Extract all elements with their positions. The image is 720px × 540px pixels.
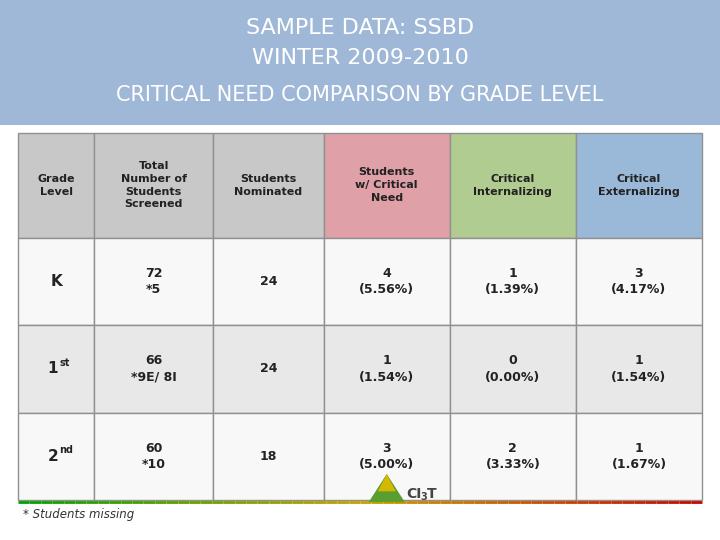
Bar: [94, 325, 213, 413]
Text: 4
(5.56%): 4 (5.56%): [359, 267, 414, 296]
Text: 1
(1.67%): 1 (1.67%): [611, 442, 667, 471]
Text: CI: CI: [407, 487, 422, 501]
Text: 1
(1.54%): 1 (1.54%): [359, 354, 415, 383]
Text: CRITICAL NEED COMPARISON BY GRADE LEVEL: CRITICAL NEED COMPARISON BY GRADE LEVEL: [117, 85, 603, 105]
Bar: [324, 413, 450, 500]
Text: 18: 18: [260, 450, 277, 463]
Bar: [450, 413, 576, 500]
Text: 66
*9E/ 8I: 66 *9E/ 8I: [131, 354, 176, 383]
Text: WINTER 2009-2010: WINTER 2009-2010: [251, 48, 469, 68]
Bar: [0, 0, 720, 125]
Text: Students
Nominated: Students Nominated: [234, 174, 302, 197]
Bar: [576, 413, 702, 500]
Text: SAMPLE DATA: SSBD: SAMPLE DATA: SSBD: [246, 18, 474, 38]
Bar: [18, 413, 94, 500]
Text: 2: 2: [48, 449, 58, 464]
Text: Critical
Externalizing: Critical Externalizing: [598, 174, 680, 197]
Bar: [576, 133, 702, 238]
Text: Students
w/ Critical
Need: Students w/ Critical Need: [356, 167, 418, 203]
Text: st: st: [59, 358, 70, 368]
Text: T: T: [427, 487, 436, 501]
Bar: [324, 325, 450, 413]
Bar: [94, 238, 213, 325]
Text: Grade
Level: Grade Level: [37, 174, 75, 197]
Bar: [450, 238, 576, 325]
Bar: [213, 238, 324, 325]
Bar: [18, 133, 94, 238]
Text: 24: 24: [259, 362, 277, 375]
Bar: [324, 238, 450, 325]
Text: nd: nd: [59, 446, 73, 455]
Text: 1
(1.39%): 1 (1.39%): [485, 267, 540, 296]
Text: * Students missing: * Students missing: [23, 508, 134, 521]
Bar: [450, 325, 576, 413]
Bar: [94, 133, 213, 238]
Text: 3
(4.17%): 3 (4.17%): [611, 267, 667, 296]
Text: 0
(0.00%): 0 (0.00%): [485, 354, 541, 383]
Text: 3: 3: [420, 492, 428, 502]
Text: 1
(1.54%): 1 (1.54%): [611, 354, 667, 383]
Bar: [576, 325, 702, 413]
Text: 72
*5: 72 *5: [145, 267, 163, 296]
Bar: [213, 413, 324, 500]
Polygon shape: [369, 474, 405, 502]
Bar: [450, 133, 576, 238]
Text: 60
*10: 60 *10: [142, 442, 166, 471]
Bar: [576, 238, 702, 325]
Bar: [324, 133, 450, 238]
Text: Critical
Internalizing: Critical Internalizing: [474, 174, 552, 197]
Polygon shape: [378, 474, 396, 491]
Bar: [18, 238, 94, 325]
Bar: [213, 133, 324, 238]
Text: 1: 1: [48, 361, 58, 376]
Text: K: K: [50, 274, 62, 289]
Text: Total
Number of
Students
Screened: Total Number of Students Screened: [121, 161, 186, 210]
Bar: [18, 325, 94, 413]
Text: 24: 24: [259, 275, 277, 288]
Text: 3
(5.00%): 3 (5.00%): [359, 442, 415, 471]
Bar: [213, 325, 324, 413]
Bar: [94, 413, 213, 500]
Text: 2
(3.33%): 2 (3.33%): [485, 442, 540, 471]
